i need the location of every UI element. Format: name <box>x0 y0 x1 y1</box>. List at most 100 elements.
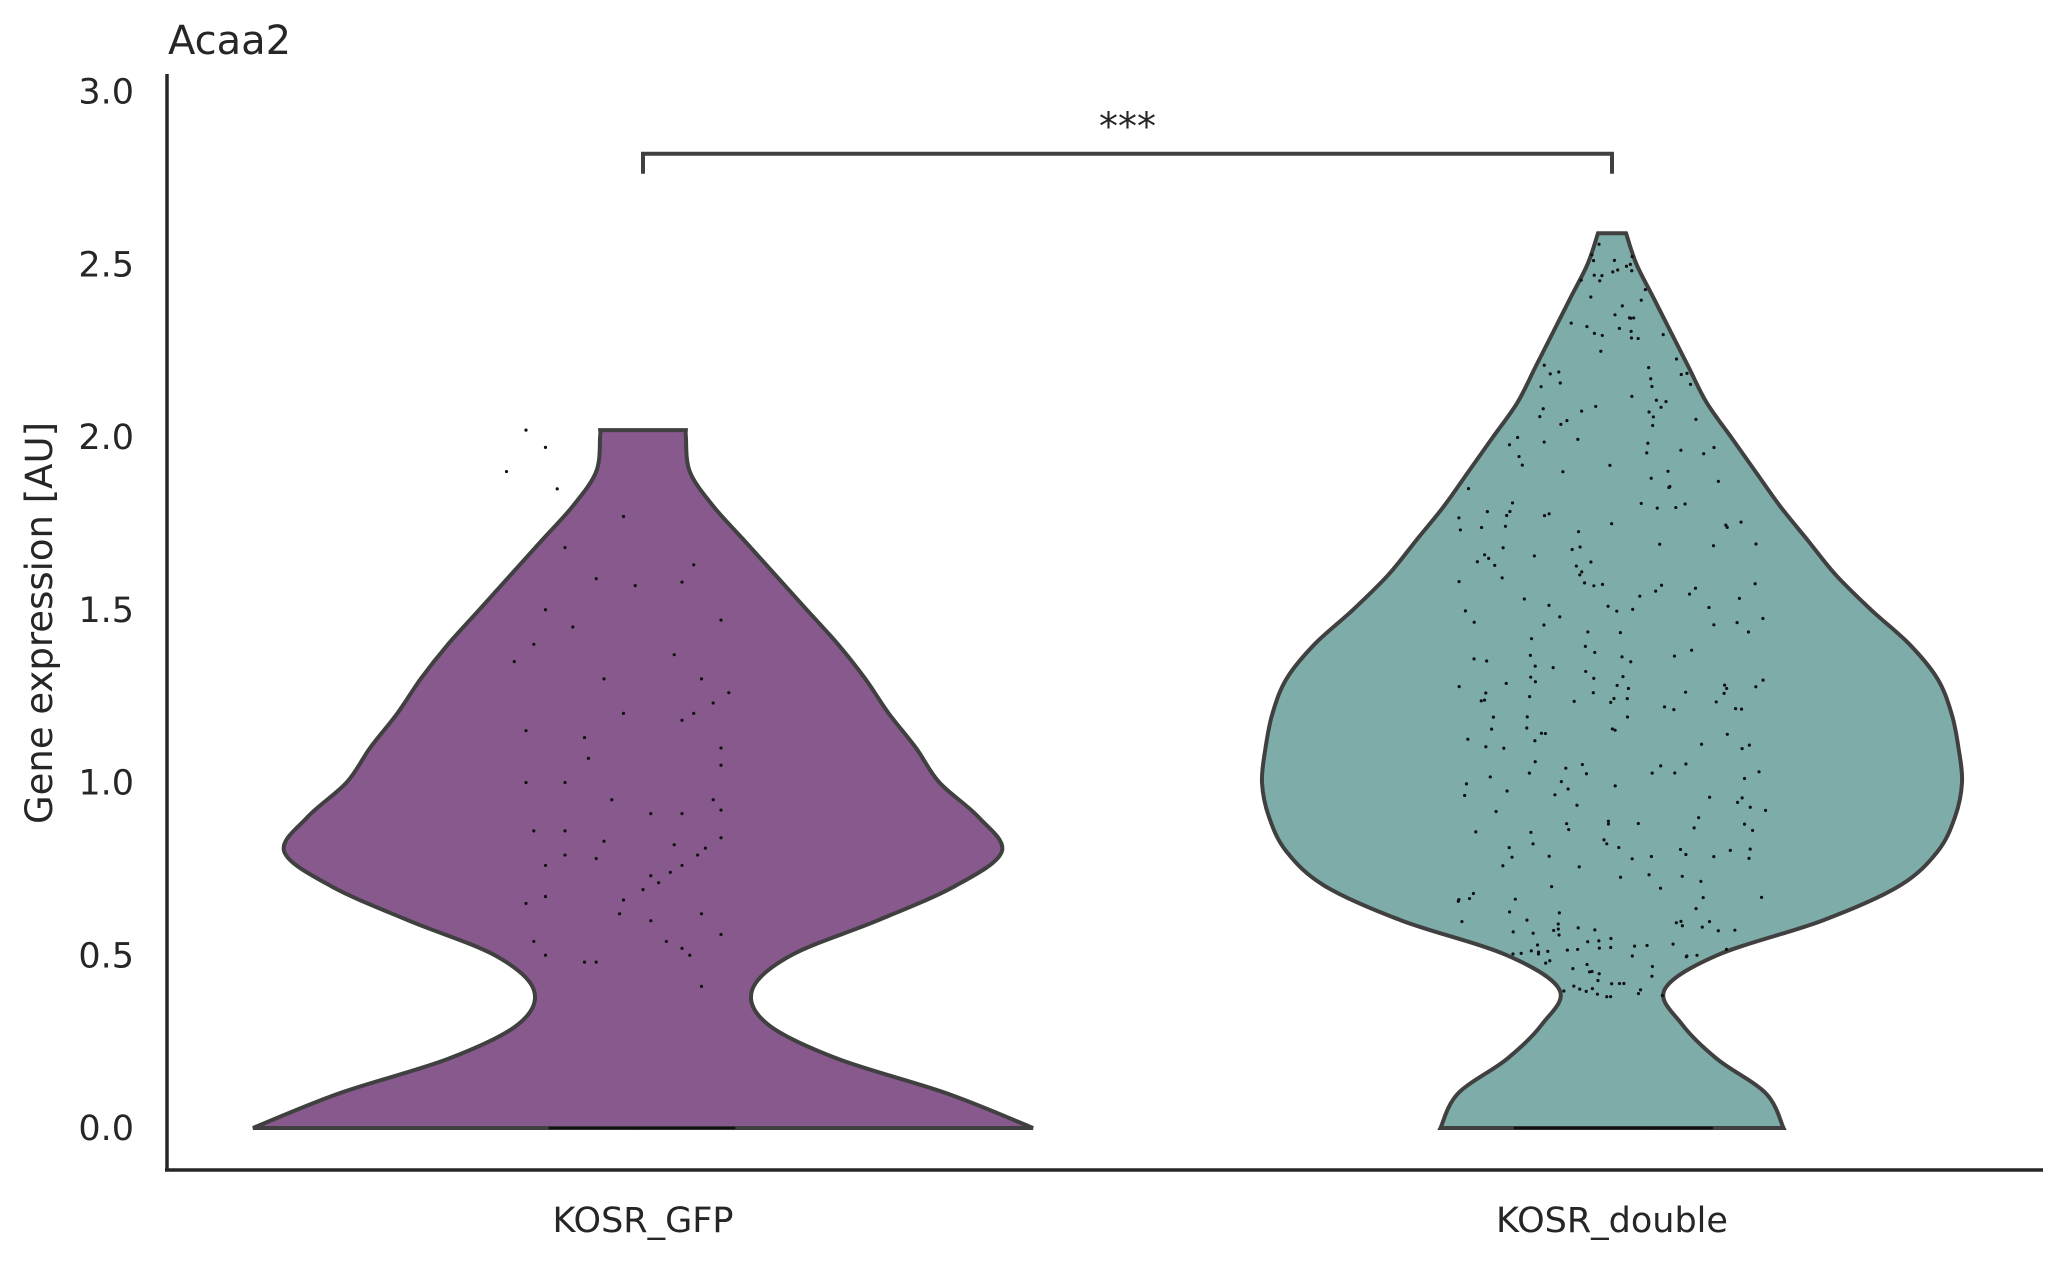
data-point <box>1572 699 1576 703</box>
zero-point <box>652 1126 656 1130</box>
data-point <box>1591 259 1596 263</box>
data-point <box>1539 731 1544 735</box>
zero-point <box>576 1126 580 1130</box>
zero-point <box>600 1126 604 1130</box>
data-point <box>1504 681 1508 685</box>
data-point <box>1647 365 1651 370</box>
data-point <box>1674 921 1678 925</box>
data-point <box>1615 609 1619 613</box>
data-point <box>1624 264 1629 268</box>
data-point <box>1606 604 1610 608</box>
data-point <box>1593 928 1597 932</box>
data-point <box>586 756 591 760</box>
data-point <box>504 469 509 474</box>
data-point <box>1561 470 1565 474</box>
data-point <box>1541 407 1545 411</box>
data-point <box>1630 857 1634 861</box>
data-point <box>1626 686 1631 691</box>
zero-point <box>664 1126 668 1130</box>
zero-point <box>706 1126 710 1130</box>
data-point <box>1629 336 1634 340</box>
zero-point <box>632 1126 636 1130</box>
data-point <box>1576 437 1580 441</box>
data-point <box>1543 731 1548 736</box>
zero-point <box>650 1126 654 1130</box>
data-point <box>571 625 575 629</box>
data-point <box>532 939 536 944</box>
data-point <box>1649 854 1654 859</box>
zero-point <box>676 1126 680 1130</box>
data-point <box>524 901 528 906</box>
data-point <box>1763 808 1768 812</box>
y-tick-label: 2.0 <box>78 418 134 458</box>
significance-bracket <box>641 151 1614 174</box>
data-point <box>1761 678 1765 682</box>
data-point <box>1638 988 1643 992</box>
data-point <box>1700 925 1704 929</box>
zero-point <box>570 1126 574 1130</box>
data-point <box>1505 789 1509 793</box>
data-point <box>1711 544 1716 548</box>
data-point <box>1590 969 1594 974</box>
data-point <box>1525 726 1529 730</box>
data-point <box>1572 984 1576 988</box>
data-point <box>1620 655 1624 659</box>
data-point <box>1636 991 1641 996</box>
data-point <box>1746 630 1751 634</box>
zero-value-points <box>548 1126 1714 1130</box>
data-point <box>1612 696 1616 701</box>
data-point <box>524 428 528 432</box>
data-point <box>1754 542 1758 546</box>
data-point <box>1532 554 1536 558</box>
data-point <box>1674 357 1679 361</box>
data-point <box>1722 691 1726 695</box>
data-point <box>719 618 723 622</box>
data-point <box>699 912 704 916</box>
data-point <box>1748 805 1752 809</box>
zero-point <box>572 1126 576 1130</box>
data-point <box>1636 336 1640 341</box>
data-point <box>1487 556 1491 560</box>
data-point <box>1592 331 1597 335</box>
data-point <box>563 780 567 785</box>
data-point <box>1692 826 1696 830</box>
data-point <box>1511 952 1515 956</box>
zero-point <box>562 1126 566 1130</box>
data-point <box>1550 885 1554 889</box>
data-point <box>1712 854 1716 859</box>
data-point <box>1464 782 1469 786</box>
zero-point <box>692 1126 696 1130</box>
zero-point <box>606 1126 610 1130</box>
data-point <box>1591 691 1595 695</box>
y-tick-label: 1.5 <box>78 591 134 631</box>
data-point <box>1606 822 1611 826</box>
data-point <box>1513 897 1517 901</box>
data-point <box>1629 329 1633 333</box>
data-point <box>719 746 723 750</box>
data-point <box>1533 760 1537 764</box>
data-point <box>1695 953 1699 957</box>
data-point <box>1587 970 1592 974</box>
data-point <box>1617 981 1622 986</box>
zero-point <box>732 1126 736 1130</box>
data-point <box>1547 603 1551 607</box>
data-point <box>1576 530 1581 534</box>
data-point <box>1557 370 1561 374</box>
data-point <box>1671 942 1675 946</box>
data-point <box>680 811 684 816</box>
data-point <box>1661 333 1665 337</box>
data-point <box>563 853 567 857</box>
data-point <box>1659 764 1663 768</box>
data-point <box>1685 371 1689 375</box>
data-point <box>680 718 684 722</box>
data-point <box>1557 933 1561 937</box>
data-point <box>1460 919 1464 924</box>
data-point <box>1679 919 1683 923</box>
data-point <box>1639 298 1643 302</box>
data-point <box>1655 506 1659 510</box>
data-point <box>1584 772 1589 776</box>
data-point <box>1466 487 1471 491</box>
zero-point <box>638 1126 642 1130</box>
data-point <box>1617 326 1622 330</box>
data-point <box>1622 981 1626 986</box>
